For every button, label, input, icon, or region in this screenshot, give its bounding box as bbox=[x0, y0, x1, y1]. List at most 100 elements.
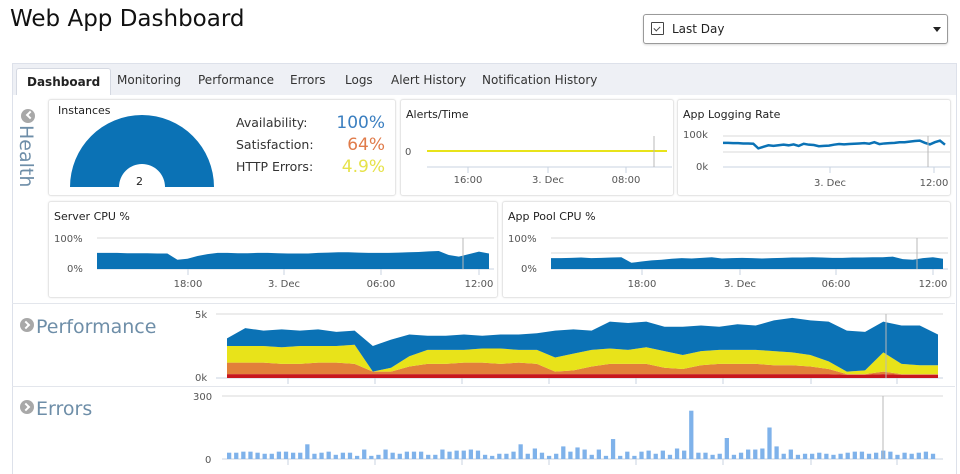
errors-bar bbox=[682, 450, 687, 459]
tab-performance[interactable]: Performance bbox=[198, 73, 275, 87]
errors-bar bbox=[255, 452, 260, 459]
apppool_cpu-x-tick-label: 06:00 bbox=[822, 279, 851, 290]
time-range-dropdown[interactable]: Last Day bbox=[643, 14, 948, 44]
errors-bar bbox=[532, 448, 537, 459]
errors-bar bbox=[234, 452, 239, 459]
errors-bar bbox=[561, 446, 566, 459]
errors-bar bbox=[326, 451, 331, 459]
errors-bar bbox=[269, 453, 274, 459]
tab-notification-history[interactable]: Notification History bbox=[482, 73, 598, 87]
errors-bar bbox=[497, 453, 502, 459]
performance-series-area-2 bbox=[227, 344, 938, 375]
apppool_cpu-x-tick-label: 18:00 bbox=[628, 279, 657, 290]
logging-y-tick-label: 0k bbox=[696, 162, 708, 173]
alerts-y-tick-label: 0 bbox=[405, 147, 411, 158]
page-title: Web App Dashboard bbox=[10, 6, 245, 32]
performance-series-area-0 bbox=[227, 374, 938, 378]
errors-bar bbox=[227, 452, 232, 459]
errors-bar bbox=[703, 452, 708, 459]
errors-bar bbox=[646, 450, 651, 459]
errors-bar bbox=[845, 452, 850, 459]
errors-bar bbox=[788, 449, 793, 459]
errors-bar bbox=[660, 450, 665, 459]
server_cpu-y-tick-label: 100% bbox=[54, 234, 83, 245]
errors-bar bbox=[767, 427, 772, 459]
errors-bar bbox=[568, 451, 573, 459]
errors-bar bbox=[902, 452, 907, 459]
errors-section-toggle[interactable]: Errors bbox=[20, 398, 92, 420]
performance-section-toggle[interactable]: Performance bbox=[20, 316, 156, 338]
errors-bar bbox=[511, 451, 516, 459]
errors-bar bbox=[888, 451, 893, 459]
section-divider bbox=[12, 386, 955, 387]
errors-bar bbox=[866, 453, 872, 459]
calendar-icon bbox=[651, 22, 664, 35]
errors-bar bbox=[746, 449, 751, 459]
errors-bar bbox=[824, 453, 829, 459]
logging-x-tick-label: 12:00 bbox=[920, 178, 949, 189]
errors-bar bbox=[283, 451, 289, 459]
errors-bar bbox=[810, 453, 815, 459]
errors-bar bbox=[582, 449, 587, 459]
tab-alert-history[interactable]: Alert History bbox=[391, 73, 467, 87]
tab-errors[interactable]: Errors bbox=[290, 73, 326, 87]
http-errors-label: HTTP Errors: bbox=[236, 159, 314, 174]
errors-bar bbox=[426, 454, 431, 459]
errors-bar bbox=[447, 451, 452, 459]
errors-bar bbox=[717, 453, 722, 459]
logging-card bbox=[677, 99, 951, 196]
tab-bar: Dashboard Monitoring Performance Errors … bbox=[13, 64, 956, 95]
errors-bar bbox=[923, 451, 929, 459]
tab-dashboard[interactable]: Dashboard bbox=[16, 68, 112, 95]
errors-bar bbox=[667, 454, 673, 459]
availability-value: 100% bbox=[336, 113, 385, 133]
http-errors-value: 4.9% bbox=[341, 157, 385, 177]
satisfaction-label: Satisfaction: bbox=[236, 137, 314, 152]
errors-bar bbox=[504, 453, 509, 459]
errors-bar bbox=[290, 452, 296, 459]
apppool_cpu-x-tick-label: 3. Dec bbox=[724, 279, 756, 290]
time-range-value: Last Day bbox=[672, 22, 725, 36]
errors-bar bbox=[539, 452, 545, 459]
server-cpu-title: Server CPU % bbox=[54, 210, 130, 223]
apppool_cpu-series-area bbox=[551, 256, 943, 269]
errors-bar bbox=[696, 452, 701, 459]
server_cpu-y-tick-label: 0% bbox=[67, 264, 83, 275]
errors-bar bbox=[262, 453, 267, 459]
errors-bar bbox=[354, 455, 360, 459]
performance-label: Performance bbox=[36, 316, 157, 338]
errors-bar bbox=[554, 453, 559, 459]
errors-bar bbox=[241, 451, 246, 459]
errors-bar bbox=[383, 449, 388, 459]
errors-bar bbox=[482, 454, 488, 459]
errors-bar bbox=[895, 454, 900, 459]
errors-bar bbox=[546, 455, 552, 459]
apppool-cpu-title: App Pool CPU % bbox=[508, 210, 596, 223]
errors-label: Errors bbox=[36, 398, 93, 420]
apppool_cpu-y-tick-label: 0% bbox=[521, 264, 537, 275]
section-divider bbox=[12, 303, 955, 304]
errors-bar bbox=[724, 438, 729, 459]
errors-bar bbox=[760, 448, 765, 459]
server_cpu-x-tick-label: 3. Dec bbox=[268, 279, 300, 290]
server_cpu-series-area bbox=[97, 251, 489, 269]
logging-title: App Logging Rate bbox=[683, 108, 781, 121]
alerts-title: Alerts/Time bbox=[406, 108, 469, 121]
errors-bar bbox=[795, 454, 801, 459]
tab-logs[interactable]: Logs bbox=[345, 73, 373, 87]
errors-bar bbox=[852, 451, 857, 459]
server_cpu-x-tick-label: 06:00 bbox=[367, 279, 396, 290]
errors-bar bbox=[305, 444, 310, 459]
availability-label: Availability: bbox=[236, 115, 308, 130]
errors-bar bbox=[418, 451, 424, 459]
alerts-x-tick-label: 3. Dec bbox=[532, 175, 564, 186]
server-cpu-card bbox=[48, 201, 498, 298]
errors-bar bbox=[490, 455, 495, 459]
alerts-x-tick-label: 08:00 bbox=[612, 175, 641, 186]
errors-bar bbox=[518, 444, 523, 459]
performance-y-tick-label: 5k bbox=[195, 310, 207, 321]
errors-bar bbox=[276, 451, 282, 459]
tab-monitoring[interactable]: Monitoring bbox=[117, 73, 182, 87]
apppool_cpu-y-tick-label: 100% bbox=[508, 234, 537, 245]
errors-bar bbox=[376, 454, 381, 459]
